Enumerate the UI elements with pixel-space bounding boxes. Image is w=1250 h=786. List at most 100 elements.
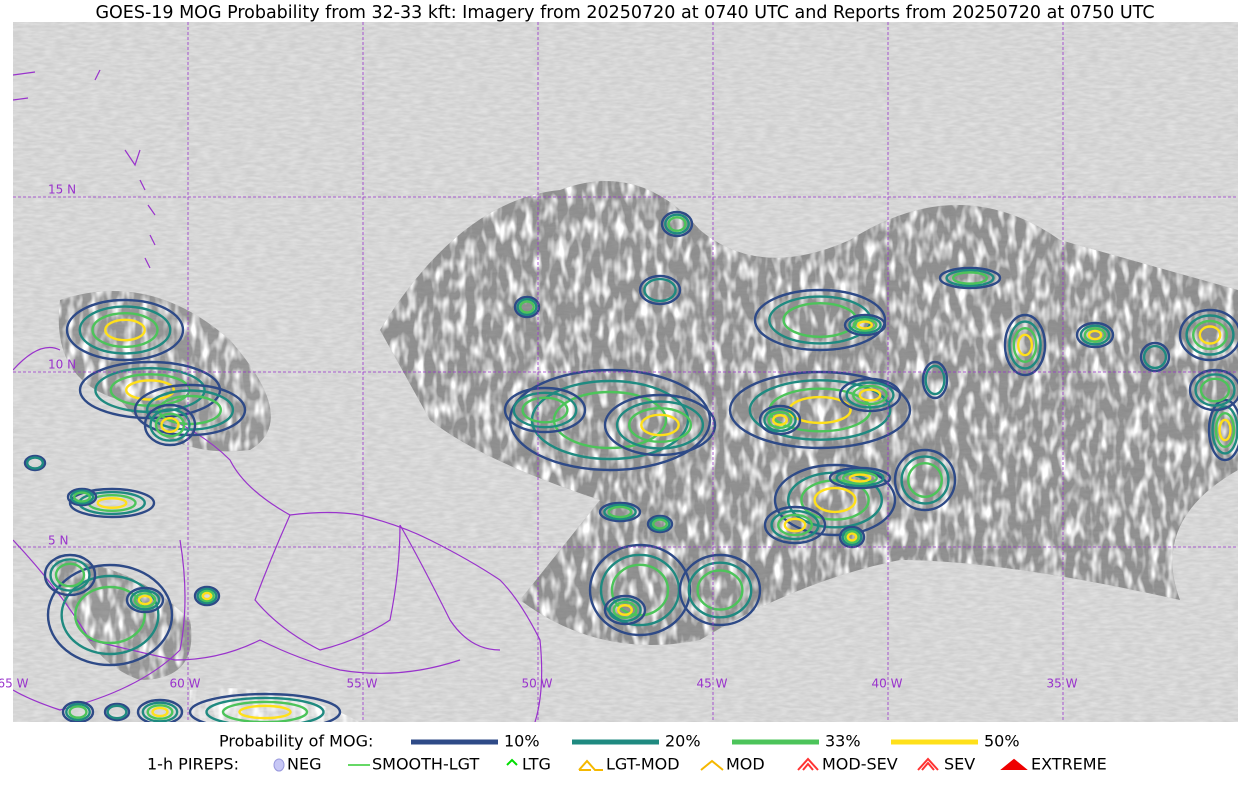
contour xyxy=(603,594,647,626)
contour xyxy=(945,269,995,288)
contour xyxy=(617,604,634,616)
contour xyxy=(844,530,860,544)
contour xyxy=(857,320,874,330)
contour xyxy=(66,487,98,507)
contour xyxy=(646,514,674,534)
contour xyxy=(938,266,1002,290)
contour xyxy=(69,489,95,505)
contour xyxy=(199,589,215,603)
contour xyxy=(552,390,668,450)
contour xyxy=(78,305,172,355)
contour xyxy=(1008,320,1042,370)
contour xyxy=(154,412,186,438)
contour xyxy=(783,517,807,533)
contour xyxy=(1142,344,1168,370)
contour xyxy=(188,692,342,722)
contour xyxy=(1199,377,1231,403)
contour xyxy=(1139,341,1171,373)
contour xyxy=(800,479,870,521)
contour xyxy=(193,585,221,607)
legend-label: 10% xyxy=(504,732,540,751)
contour xyxy=(770,509,820,541)
contour xyxy=(1207,398,1238,462)
contour xyxy=(74,585,146,645)
contour xyxy=(777,513,814,537)
contour xyxy=(49,558,91,592)
contour xyxy=(841,528,863,547)
legend-label: SMOOTH-LGT xyxy=(372,755,479,774)
title: GOES-19 MOG Probability from 32-33 kft: … xyxy=(95,3,1154,23)
contour xyxy=(603,503,637,521)
contour xyxy=(1214,412,1236,449)
contour xyxy=(129,589,161,611)
contour xyxy=(125,586,165,614)
lat-lon-grid xyxy=(13,22,1238,722)
contour xyxy=(858,388,882,402)
lat-label: 10 N xyxy=(48,358,76,372)
contour xyxy=(151,706,169,718)
contour xyxy=(664,213,690,235)
contour xyxy=(952,271,989,285)
contour xyxy=(96,497,128,509)
contour xyxy=(603,393,717,457)
contour xyxy=(615,400,705,450)
contour xyxy=(65,703,91,722)
contour xyxy=(835,469,885,488)
contour xyxy=(54,562,86,588)
contour xyxy=(1211,405,1238,455)
contour xyxy=(516,298,538,317)
contour xyxy=(924,364,946,396)
contour xyxy=(23,454,47,472)
contour xyxy=(46,563,174,667)
contour xyxy=(1087,329,1103,341)
contour xyxy=(763,505,827,545)
contour xyxy=(104,318,146,342)
pirep-icon xyxy=(273,758,285,772)
legend-label: 33% xyxy=(825,732,861,751)
contour xyxy=(160,417,180,434)
coastlines xyxy=(13,69,543,722)
contour xyxy=(205,696,325,722)
contour xyxy=(103,702,131,722)
pirep-icon xyxy=(578,759,603,771)
contour xyxy=(1079,324,1111,346)
lon-label: 35 W xyxy=(1047,677,1078,691)
contour xyxy=(1075,321,1115,349)
legend-title: 1-h PIREPS: xyxy=(147,755,239,774)
contour xyxy=(893,448,957,512)
lat-label: 15 N xyxy=(48,183,76,197)
contour xyxy=(748,379,892,441)
legend: Probability of MOG: 10% 20% 33% 50% 1-h PIREP… xyxy=(147,732,1107,774)
contour xyxy=(846,532,858,542)
lon-labels: 65 W 60 W 55 W 50 W 45 W 40 W 35 W xyxy=(0,677,1078,691)
pirep-icon xyxy=(506,758,518,766)
contour xyxy=(512,391,578,429)
contour xyxy=(782,302,858,339)
contour xyxy=(652,518,668,530)
legend-label: 20% xyxy=(665,732,701,751)
pirep-icon xyxy=(917,757,939,771)
contour xyxy=(141,701,179,722)
pirep-icon xyxy=(1000,758,1028,770)
contour xyxy=(696,569,744,611)
legend-label: SEV xyxy=(944,755,975,774)
contour xyxy=(607,505,633,519)
contour xyxy=(612,600,638,620)
contour xyxy=(838,525,866,549)
contour xyxy=(133,383,247,437)
contour xyxy=(1012,327,1038,364)
legend-label: MOD-SEV xyxy=(822,755,898,774)
contour xyxy=(852,384,889,406)
pirep-icon xyxy=(797,757,819,771)
contour xyxy=(628,407,693,444)
contour xyxy=(91,312,159,349)
contour xyxy=(68,487,156,519)
legend-label: LTG xyxy=(522,755,551,774)
contour xyxy=(149,408,191,442)
contour xyxy=(146,704,174,720)
contour xyxy=(753,288,887,352)
contour xyxy=(143,403,197,447)
contour xyxy=(640,413,680,437)
